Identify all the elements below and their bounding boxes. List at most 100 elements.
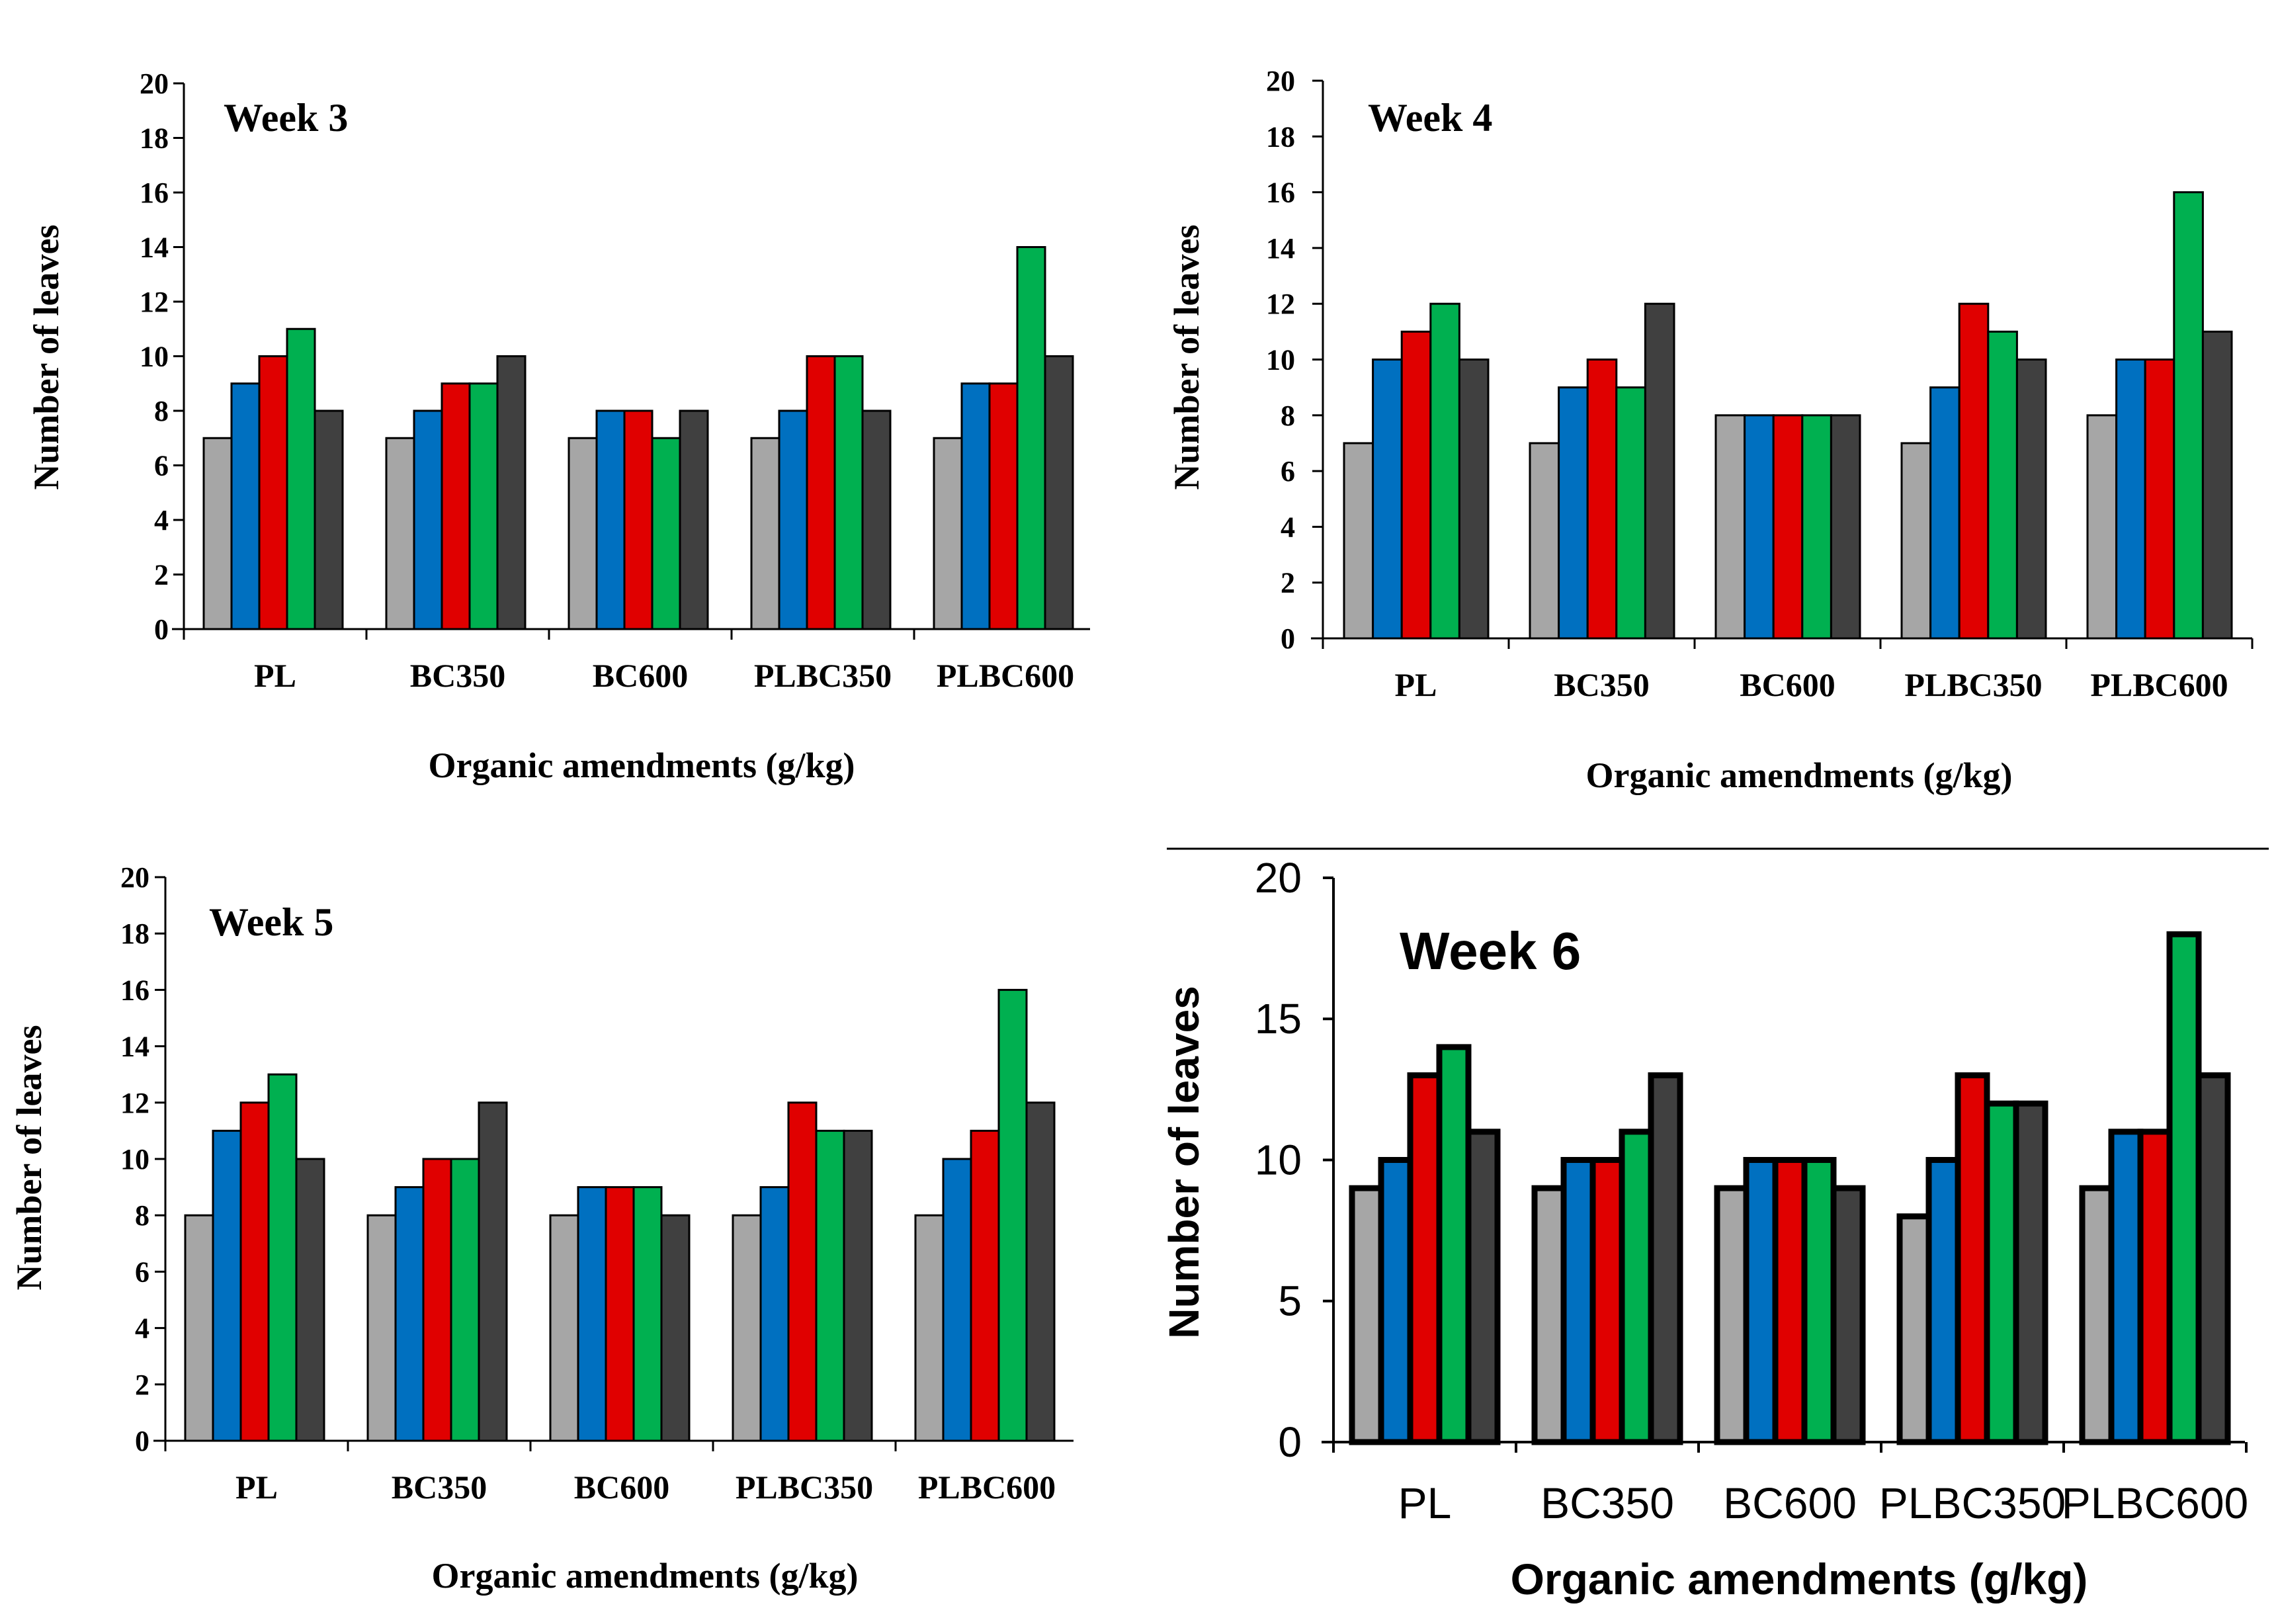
y-tick-label: 20: [1255, 854, 1302, 902]
bar-series-1-pl: [184, 1214, 214, 1442]
x-axis-label: Organic amendments (g/kg): [432, 1556, 859, 1596]
bar-series-4-plbc350: [1984, 1100, 2019, 1445]
y-axis-label: Number of leaves: [26, 225, 66, 490]
bar-series-2-plbc350: [759, 1186, 790, 1442]
bar-series-1-bc350: [1529, 442, 1560, 640]
chart-title: Week 4: [1368, 96, 1492, 140]
y-tick-label: 5: [1278, 1277, 1302, 1325]
y-tick-label: 4: [135, 1312, 149, 1345]
bar-series-2-plbc600: [2115, 359, 2146, 640]
bar-series-2-pl: [1378, 1157, 1413, 1445]
bar-series-2-bc600: [1744, 414, 1775, 640]
x-category-label: BC600: [1740, 666, 1835, 703]
bar-series-5-pl: [1465, 1129, 1501, 1445]
y-tick-label: 10: [120, 1143, 149, 1175]
x-category-label: BC350: [1540, 1478, 1674, 1527]
bar-series-4-bc350: [1619, 1129, 1654, 1445]
bar-series-5-pl: [1458, 359, 1490, 640]
y-tick-label: 6: [154, 449, 169, 482]
x-category-label: BC350: [1554, 666, 1649, 703]
bar-series-3-bc350: [1589, 1157, 1625, 1445]
x-category-label: PL: [1395, 666, 1437, 703]
y-tick-label: 16: [120, 974, 149, 1006]
bar-series-5-plbc350: [2013, 1100, 2048, 1445]
bar-series-3-plbc600: [2137, 1129, 2173, 1445]
bar-series-5-plbc600: [2201, 330, 2233, 640]
y-axis-label: Number of leaves: [1160, 986, 1208, 1339]
bar-series-1-plbc350: [1900, 442, 1932, 640]
bar-series-1-bc600: [1714, 1185, 1750, 1445]
bar-series-1-plbc600: [914, 1214, 945, 1442]
y-tick-label: 4: [1281, 511, 1295, 543]
y-tick-label: 14: [140, 231, 169, 263]
bar-series-4-plbc600: [997, 988, 1028, 1442]
y-tick-label: 8: [135, 1199, 149, 1232]
bar-series-4-plbc350: [1987, 330, 2018, 640]
bar-series-3-pl: [239, 1101, 270, 1442]
bar-series-1-plbc600: [933, 437, 963, 630]
bar-series-3-pl: [1400, 330, 1432, 640]
bar-series-5-bc350: [1644, 302, 1675, 640]
x-category-label: BC600: [1723, 1478, 1857, 1527]
x-category-label: PLBC350: [1879, 1478, 2066, 1527]
y-axis-label: Number of leaves: [1167, 225, 1206, 490]
bar-series-3-plbc350: [1958, 302, 1990, 640]
y-tick-label: 20: [140, 67, 169, 100]
bar-series-3-pl: [258, 355, 288, 630]
bar-series-2-bc600: [595, 409, 626, 630]
y-tick-label: 10: [1266, 343, 1295, 376]
y-axis-label: Number of leaves: [9, 1025, 49, 1291]
bar-series-3-bc350: [1586, 359, 1618, 640]
x-category-label: BC350: [410, 657, 505, 694]
y-tick-label: 2: [135, 1369, 149, 1401]
bar-series-4-bc600: [651, 437, 681, 630]
bar-series-2-pl: [1372, 359, 1403, 640]
bar-series-2-pl: [230, 382, 261, 630]
bar-series-5-bc350: [496, 355, 527, 630]
bar-series-5-bc350: [478, 1101, 508, 1442]
bar-series-5-plbc600: [1044, 355, 1074, 630]
x-category-label: BC600: [574, 1469, 669, 1506]
bar-series-3-bc600: [1772, 1157, 1808, 1445]
bar-series-4-plbc600: [2173, 191, 2204, 640]
bar-series-1-bc600: [568, 437, 598, 630]
y-tick-label: 16: [140, 177, 169, 209]
bar-series-1-bc600: [1714, 414, 1746, 640]
y-tick-label: 18: [120, 918, 149, 950]
bar-series-2-plbc350: [1929, 386, 1961, 640]
bar-series-5-pl: [314, 409, 344, 630]
y-tick-label: 20: [120, 861, 149, 894]
bar-series-5-plbc350: [843, 1129, 873, 1442]
bar-series-4-pl: [267, 1073, 298, 1442]
bar-series-1-bc350: [366, 1214, 397, 1442]
bar-series-3-plbc350: [1955, 1072, 1990, 1445]
bar-series-1-bc350: [385, 437, 415, 630]
bar-series-4-plbc600: [1016, 246, 1046, 630]
bar-series-1-bc600: [549, 1214, 579, 1442]
bar-series-1-plbc600: [2079, 1185, 2115, 1445]
bar-series-3-plbc600: [988, 382, 1019, 630]
bar-series-2-plbc350: [778, 409, 808, 630]
bar-series-4-pl: [286, 327, 316, 630]
bar-series-5-bc600: [679, 409, 709, 630]
bar-series-5-bc600: [660, 1214, 691, 1442]
bar-series-4-plbc350: [833, 355, 864, 630]
x-category-label: BC350: [392, 1469, 487, 1506]
bar-series-4-bc600: [632, 1186, 663, 1442]
y-tick-label: 6: [1281, 455, 1295, 488]
chart-title: Week 5: [209, 900, 333, 944]
bar-series-2-bc350: [1558, 386, 1589, 640]
x-category-label: PLBC350: [1904, 666, 2042, 703]
y-tick-label: 16: [1266, 177, 1295, 209]
x-category-label: PLBC600: [937, 657, 1074, 694]
bar-series-2-bc350: [394, 1186, 425, 1442]
x-category-label: PL: [1398, 1478, 1452, 1527]
y-tick-label: 18: [140, 122, 169, 154]
bar-series-2-plbc600: [2108, 1129, 2144, 1445]
bar-series-3-bc600: [605, 1186, 635, 1442]
x-category-label: PL: [254, 657, 296, 694]
bar-series-4-pl: [1429, 302, 1460, 640]
y-tick-label: 12: [120, 1087, 149, 1119]
